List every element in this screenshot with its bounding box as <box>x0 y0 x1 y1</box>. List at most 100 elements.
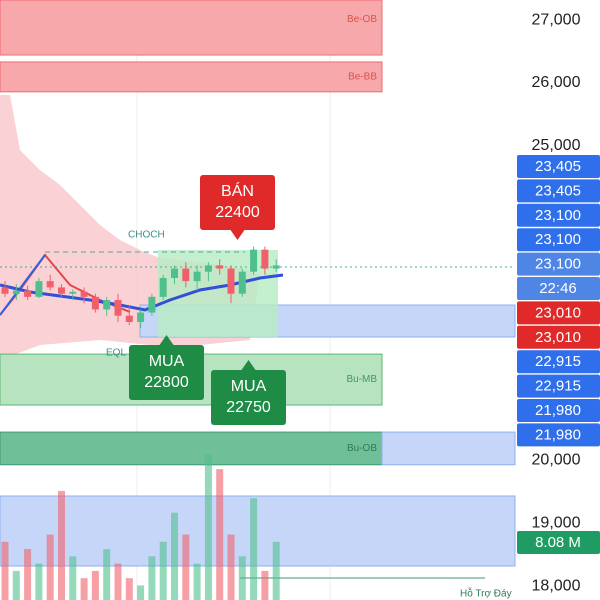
candle-body <box>216 265 224 269</box>
candle-body <box>58 287 65 294</box>
candle-body <box>261 249 269 269</box>
volume-bar <box>182 534 190 600</box>
volume-bar <box>261 570 269 600</box>
volume-bar <box>69 556 77 600</box>
price-tag-label: 21,980 <box>535 426 581 443</box>
y-tick-label: 26,000 <box>532 74 581 91</box>
volume-bar <box>114 563 122 600</box>
volume-bar <box>46 534 54 600</box>
volume-tag-label: 8.08 M <box>535 534 581 551</box>
candle-body <box>125 315 133 323</box>
signal-price: 22750 <box>226 399 271 416</box>
signal-side: MUA <box>149 353 185 370</box>
candle-body <box>238 271 246 294</box>
support-label: Hỗ Trợ Đáy <box>460 587 512 600</box>
y-tick-label: 25,000 <box>532 137 581 154</box>
y-tick-label: 19,000 <box>532 514 581 531</box>
candle-body <box>204 265 212 272</box>
candle-body <box>272 265 280 269</box>
y-tick-label: 20,000 <box>532 452 581 469</box>
volume-bar <box>148 556 156 600</box>
candle-body <box>1 287 9 294</box>
candle-body <box>12 290 20 294</box>
zone <box>0 61 383 93</box>
price-tag-label: 23,100 <box>535 256 581 273</box>
swing-line <box>0 254 46 316</box>
volume-bar <box>80 578 88 600</box>
candle-body <box>148 296 156 313</box>
price-tag <box>517 301 600 325</box>
volume-bar <box>1 541 9 600</box>
volume-bar <box>250 498 258 600</box>
price-tag <box>517 374 600 398</box>
price-tag-label: 22,915 <box>535 353 581 370</box>
zone-label: Bu-OB <box>347 443 377 454</box>
signal-price: 22400 <box>215 204 260 221</box>
price-tag <box>517 399 600 422</box>
price-tag <box>517 277 600 300</box>
price-tag <box>517 325 600 349</box>
volume-bar <box>159 541 167 600</box>
candle-body <box>137 312 145 323</box>
volume-bar <box>35 563 43 600</box>
candle-body <box>91 296 99 310</box>
candle-body <box>227 268 235 294</box>
volume-bar <box>103 549 111 600</box>
volume-bar <box>125 578 133 600</box>
candle-body <box>171 268 178 278</box>
price-tag <box>517 252 600 276</box>
price-tag-label: 22:46 <box>539 280 577 297</box>
signal-pointer <box>241 360 256 370</box>
volume-bar <box>193 563 201 600</box>
signal-box <box>211 370 286 425</box>
price-tag <box>517 203 600 227</box>
signal-pointer <box>159 335 174 345</box>
zone <box>0 431 383 466</box>
volume-tag <box>517 531 600 554</box>
volume-bar <box>171 512 178 600</box>
volume-bar <box>12 570 20 600</box>
candle-body <box>182 268 190 282</box>
y-tick-label: 27,000 <box>532 11 581 28</box>
volume-zone <box>0 495 516 567</box>
candle-body <box>193 271 201 282</box>
volume-bar <box>216 469 224 600</box>
price-tag-label: 23,010 <box>535 329 581 346</box>
volume-bar <box>91 570 99 600</box>
volume-bar <box>227 534 235 600</box>
candle-body <box>114 300 122 316</box>
zone <box>0 0 383 56</box>
price-tag-label: 21,980 <box>535 402 581 419</box>
volume-bar <box>238 556 246 600</box>
signal-side: MUA <box>231 378 267 395</box>
range-box <box>158 250 278 337</box>
price-tag-label: 23,405 <box>535 182 581 199</box>
price-tag-label: 23,405 <box>535 158 581 175</box>
y-tick-label: 18,000 <box>532 577 581 594</box>
signal-pointer <box>230 230 245 240</box>
candle-body <box>250 249 258 272</box>
signal-box <box>200 175 275 230</box>
volume-bar <box>204 454 212 600</box>
signal-price: 22800 <box>144 374 189 391</box>
signal-side: BÁN <box>221 181 254 200</box>
price-tag <box>517 423 600 447</box>
price-tag-label: 22,915 <box>535 378 581 395</box>
zone-label: Bu-MB <box>346 374 377 385</box>
volume-bar <box>58 490 65 600</box>
candle-body <box>46 281 54 288</box>
price-tag-label: 23,010 <box>535 304 581 321</box>
candle-body <box>69 291 77 294</box>
volume-bar <box>137 585 145 600</box>
zone-label: Be-OB <box>347 14 377 25</box>
zone-label: Be-BB <box>348 72 377 83</box>
volume-bar <box>24 549 32 600</box>
candle-body <box>80 291 88 297</box>
choch-label: CHOCH <box>128 230 165 241</box>
price-tag-label: 23,100 <box>535 207 581 224</box>
price-tag <box>517 228 600 252</box>
candle-body <box>24 290 32 297</box>
eql-label: EQL <box>106 348 126 359</box>
candle-body <box>159 277 167 297</box>
